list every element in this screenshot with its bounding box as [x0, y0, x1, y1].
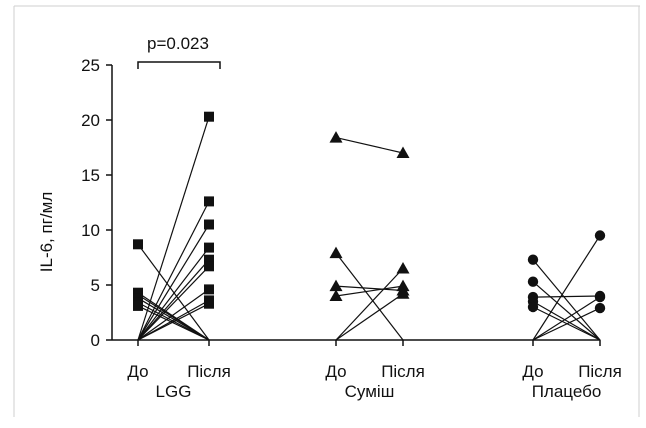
significance-annotation: p=0.023 [147, 34, 209, 53]
before-point [527, 276, 539, 287]
x-label-before: До [522, 362, 543, 381]
after-point [594, 302, 606, 314]
pair-line [335, 293, 404, 341]
pair-line [532, 235, 601, 341]
pair-line [335, 268, 404, 341]
pair-line [532, 300, 601, 341]
y-tick-label: 25 [81, 56, 100, 75]
y-tick-label: 20 [81, 111, 100, 130]
x-label-after: Після [381, 362, 425, 381]
before-point [527, 254, 539, 265]
after-point [396, 146, 410, 158]
pair-line [137, 303, 210, 341]
after-point [396, 287, 410, 299]
after-point [204, 261, 214, 272]
y-tick-label: 10 [81, 221, 100, 240]
after-point [204, 254, 214, 265]
connecting-lines [137, 116, 601, 341]
after-point [594, 291, 606, 303]
before-point [329, 279, 343, 292]
x-group-label: Суміш [345, 382, 395, 401]
pair-line [137, 247, 210, 341]
pair-line [335, 285, 404, 297]
before-point [329, 246, 343, 259]
pair-line [532, 307, 601, 341]
after-point [204, 111, 214, 122]
after-point [204, 196, 214, 207]
significance-bracket [137, 61, 221, 69]
pair-line [137, 297, 210, 341]
pair-line [532, 296, 601, 341]
y-axis-label: IL-6, пг/мл [37, 192, 56, 272]
pair-line [137, 288, 210, 341]
x-group-label: LGG [156, 382, 192, 401]
before-point [329, 289, 343, 301]
after-point [594, 230, 606, 241]
after-point [204, 242, 214, 253]
after-point [396, 279, 410, 292]
x-label-before: До [127, 362, 148, 381]
pair-line [137, 259, 210, 341]
x-label-after: Після [578, 362, 622, 381]
pair-line [532, 295, 601, 298]
y-tick-label: 0 [91, 331, 100, 350]
pair-line [137, 243, 210, 341]
before-point [133, 239, 143, 250]
pair-line [532, 281, 601, 341]
y-tick-label: 5 [91, 276, 100, 295]
after-point [204, 298, 214, 309]
x-label-before: До [325, 362, 346, 381]
after-point [204, 219, 214, 230]
pair-line [335, 252, 404, 341]
before-point [329, 131, 343, 143]
axes: 0 5 10 15 20 25 [81, 56, 601, 350]
pair-line [137, 224, 210, 341]
after-point [204, 284, 214, 295]
pair-line [137, 265, 210, 341]
x-label-after: Після [187, 362, 231, 381]
pair-line [137, 116, 210, 341]
pair-line [335, 285, 404, 292]
pair-line [137, 305, 210, 341]
pair-line [137, 201, 210, 341]
pair-line [335, 137, 404, 154]
before-point [133, 300, 143, 311]
data-markers [133, 111, 606, 314]
pair-line [532, 259, 601, 341]
before-point [527, 301, 539, 313]
y-tick-label: 15 [81, 166, 100, 185]
x-group-label: Плацебо [532, 382, 602, 401]
after-point [396, 262, 410, 274]
